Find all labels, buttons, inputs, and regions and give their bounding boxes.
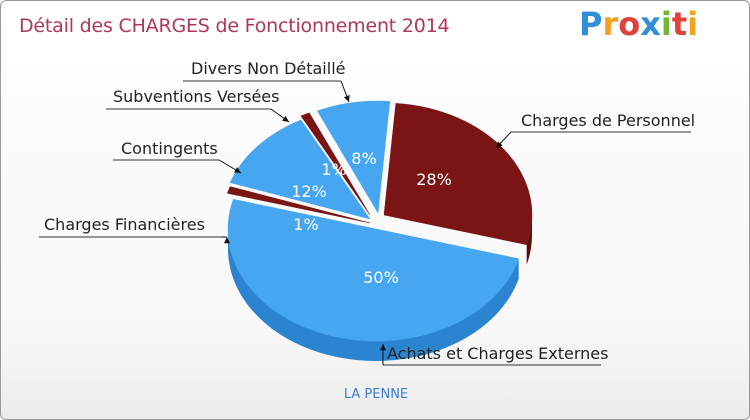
slice-percent-label: 1% bbox=[321, 160, 346, 179]
pie-slice[interactable] bbox=[226, 186, 371, 224]
pie-slice[interactable] bbox=[229, 119, 371, 220]
pie-slice[interactable] bbox=[383, 103, 533, 245]
callout-arrow bbox=[282, 115, 289, 122]
slice-category-label: Divers Non Détaillé bbox=[191, 59, 345, 78]
slice-percent-label: 50% bbox=[363, 268, 399, 287]
chart-title: Détail des CHARGES de Fonctionnement 201… bbox=[19, 15, 450, 37]
logo-letter: o bbox=[618, 5, 641, 43]
slice-percent-label: 12% bbox=[291, 182, 327, 201]
callout-arrow bbox=[379, 344, 387, 351]
slice-category-label: Achats et Charges Externes bbox=[387, 344, 608, 363]
slice-percent-label: 28% bbox=[416, 170, 452, 189]
chart-subtitle: LA PENNE bbox=[343, 387, 409, 402]
callout-arrow bbox=[223, 237, 231, 244]
pie-slice-side bbox=[526, 215, 532, 265]
logo-letter: i bbox=[687, 5, 699, 43]
pie-slice[interactable] bbox=[300, 112, 371, 216]
pie-sides bbox=[228, 215, 532, 362]
proxiti-logo[interactable]: Proxiti bbox=[579, 5, 698, 43]
logo-letter: P bbox=[579, 5, 603, 43]
slice-percent-label: 1% bbox=[293, 215, 318, 234]
logo-letter: t bbox=[671, 5, 688, 43]
pie-slice[interactable] bbox=[316, 100, 391, 214]
callout-arrow bbox=[496, 141, 503, 148]
pie-slice-side bbox=[228, 229, 519, 362]
logo-letter: i bbox=[660, 5, 672, 43]
callout-arrow bbox=[234, 167, 241, 173]
pie-slice[interactable] bbox=[227, 198, 520, 341]
logo-letter: x bbox=[640, 5, 661, 43]
slice-category-label: Charges de Personnel bbox=[521, 111, 695, 130]
slice-category-label: Subventions Versées bbox=[113, 87, 279, 106]
logo-letter: r bbox=[602, 5, 619, 43]
callout-arrow bbox=[343, 95, 350, 102]
slice-category-label: Charges Financières bbox=[44, 215, 205, 234]
slice-percent-label: 8% bbox=[351, 149, 376, 168]
slice-category-label: Contingents bbox=[121, 139, 218, 158]
